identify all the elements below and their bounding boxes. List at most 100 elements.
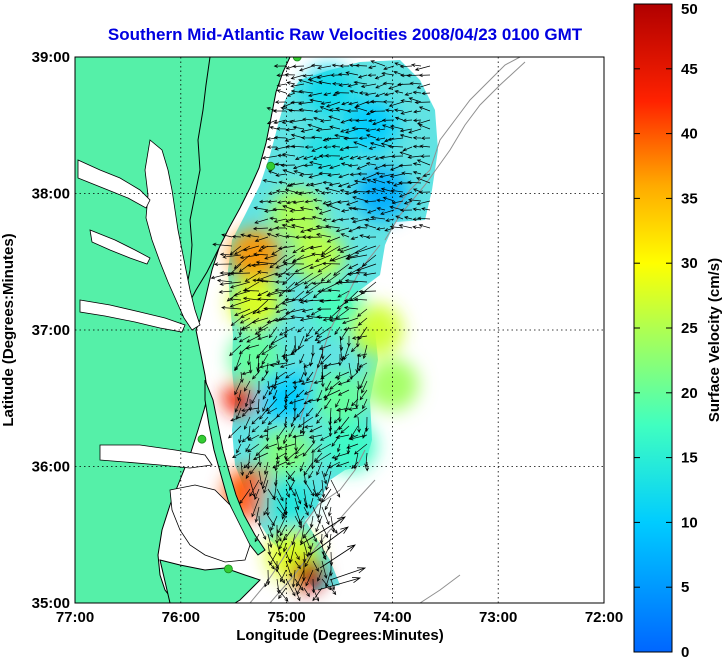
velocity-arrow [269, 126, 278, 130]
velocity-arrow [303, 362, 314, 368]
velocity-arrow [265, 497, 270, 517]
velocity-arrow [284, 497, 288, 517]
velocity-arrow [288, 425, 296, 438]
velocity-arrow [263, 506, 269, 516]
velocity-arrow [276, 200, 287, 204]
velocity-arrow [307, 398, 323, 403]
velocity-arrow [258, 524, 267, 541]
velocity-arrow [407, 180, 422, 185]
velocity-arrow [300, 135, 314, 140]
velocity-arrow [287, 281, 305, 293]
velocity-arrow [303, 587, 310, 598]
velocity-arrow [346, 443, 359, 449]
velocity-arrow [330, 73, 341, 78]
velocity-arrow [331, 254, 350, 262]
velocity-arrow [317, 263, 332, 273]
velocity-arrow [422, 173, 431, 177]
velocity-arrow [394, 116, 404, 121]
velocity-arrow [300, 425, 305, 435]
velocity-arrow [276, 542, 282, 557]
velocity-arrow [324, 224, 341, 229]
velocity-arrow [281, 506, 287, 520]
velocity-arrow [399, 133, 413, 139]
velocity-arrow [267, 199, 278, 204]
rappahannock-river [89, 229, 151, 265]
velocity-arrow [366, 155, 377, 160]
velocity-arrow [416, 159, 431, 166]
velocity-arrow [355, 270, 368, 275]
velocity-arrow [246, 335, 260, 343]
velocity-arrow [412, 144, 422, 149]
y-tick-label: 38:00 [32, 186, 70, 203]
velocity-arrow [236, 443, 242, 454]
plot-area [74, 56, 605, 604]
velocity-arrow [357, 317, 368, 326]
velocity-arrow [324, 461, 332, 478]
velocity-arrow [219, 271, 241, 275]
velocity-arrow [390, 188, 404, 193]
velocity-arrow [334, 90, 350, 95]
velocity-arrow [311, 135, 323, 140]
velocity-arrow [254, 488, 260, 501]
velocity-arrow [268, 326, 278, 339]
velocity-arrow [299, 206, 314, 211]
velocity-arrow [305, 569, 314, 587]
velocity-arrow [274, 162, 287, 167]
velocity-arrow [322, 200, 332, 205]
velocity-arrow [290, 315, 305, 319]
velocity-arrow [345, 71, 359, 76]
velocity-arrow [320, 245, 341, 258]
velocity-arrow [368, 65, 377, 69]
velocity-arrow [246, 425, 251, 441]
velocity-arrow [334, 371, 350, 379]
velocity-arrow [254, 236, 269, 242]
speed-region [228, 331, 281, 384]
velocity-arrow [354, 389, 359, 409]
velocity-arrow [282, 272, 296, 286]
velocity-arrow [297, 416, 314, 428]
velocity-arrow [302, 117, 314, 122]
velocity-arrow [319, 533, 324, 545]
velocity-arrow [233, 290, 251, 297]
velocity-arrow [316, 307, 332, 311]
velocity-arrow [290, 83, 305, 88]
velocity-arrow [309, 497, 314, 509]
velocity-arrow [321, 578, 332, 591]
velocity-arrow [364, 92, 377, 97]
velocity-arrow [369, 141, 386, 148]
velocity-arrow [297, 101, 314, 106]
velocity-arrow [308, 173, 323, 179]
velocity-arrow [285, 308, 305, 315]
velocity-arrow [254, 533, 260, 543]
velocity-arrow [337, 407, 342, 423]
velocity-arrow [386, 180, 395, 185]
velocity-arrow [319, 434, 332, 441]
velocity-arrow [266, 569, 271, 586]
velocity-arrow [357, 74, 368, 79]
velocity-arrow [252, 278, 269, 283]
velocity-arrow [347, 83, 359, 88]
velocity-arrow [362, 344, 368, 360]
velocity-arrow [400, 110, 413, 115]
velocity-arrow [256, 398, 261, 415]
velocity-arrow [319, 544, 356, 569]
velocity-arrow [331, 63, 341, 68]
velocity-arrow [291, 569, 296, 588]
velocity-arrow [366, 179, 377, 184]
velocity-arrow [344, 145, 359, 150]
velocity-arrow [311, 281, 332, 286]
velocity-arrow [303, 299, 323, 303]
velocity-arrow [335, 227, 350, 233]
colorbar-label: Surface Velocity (cm/s) [706, 258, 723, 422]
velocity-arrow [299, 65, 314, 72]
velocity-arrow [229, 271, 251, 276]
velocity-arrow [303, 155, 314, 160]
x-tick-label: 76:00 [162, 609, 200, 626]
velocity-arrow [275, 173, 287, 177]
velocity-arrow [290, 416, 296, 428]
velocity-arrow [323, 92, 332, 96]
velocity-arrow [331, 81, 341, 86]
velocity-arrow [274, 280, 286, 284]
velocity-arrow [320, 371, 332, 380]
velocity-arrow [353, 80, 368, 85]
